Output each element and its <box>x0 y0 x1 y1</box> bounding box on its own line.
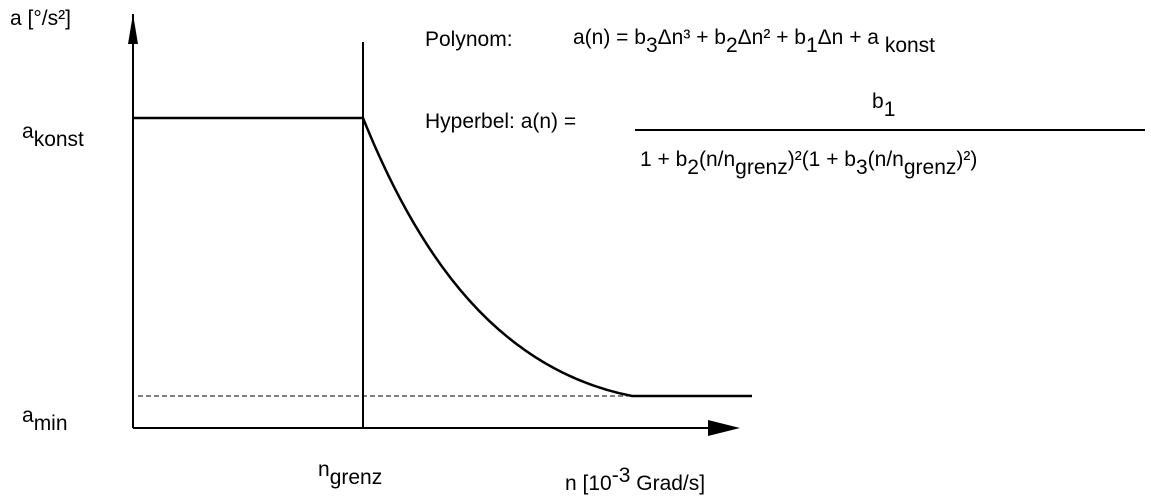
subscript: min <box>34 412 68 435</box>
text-part: Δn² + b <box>738 26 806 49</box>
text-part: n [10 <box>565 472 612 495</box>
text-part: (n/n <box>699 148 735 171</box>
subscript: konst <box>34 128 84 151</box>
y-tick-konst: akonst <box>22 120 84 151</box>
superscript: -3 <box>612 464 631 487</box>
text-part: a <box>22 404 34 427</box>
text-part: a <box>22 120 34 143</box>
subscript: konst <box>885 34 935 57</box>
subscript: 2 <box>687 156 699 179</box>
curve <box>361 117 752 398</box>
polynom-label: Polynom: <box>425 28 513 51</box>
text-part: )²) <box>956 148 977 171</box>
x-tick-grenz: ngrenz <box>318 458 382 489</box>
text-part: n <box>318 458 330 481</box>
text-part: )²(1 + b <box>788 148 856 171</box>
x-axis-label: n [10-3 Grad/s] <box>565 464 705 495</box>
subscript: 2 <box>726 34 738 57</box>
text-part: 1 + b <box>640 148 687 171</box>
subscript: grenz <box>904 156 957 179</box>
text-part: Grad/s] <box>630 472 705 495</box>
subscript: 1 <box>806 34 818 57</box>
y-axis-label: a [°/s²] <box>10 7 71 30</box>
subscript: grenz <box>735 156 788 179</box>
hyperbel-label: Hyperbel: a(n) = <box>425 110 576 133</box>
x-axis-arrow <box>708 420 740 436</box>
subscript: 3 <box>856 156 868 179</box>
subscript: grenz <box>330 466 383 489</box>
polynom-formula: a(n) = b3Δn³ + b2Δn² + b1Δn + a konst <box>573 26 935 57</box>
subscript: 3 <box>646 34 658 57</box>
text-part: a(n) = b <box>573 26 646 49</box>
y-tick-min: amin <box>22 404 68 435</box>
text-part: Δn + a <box>818 26 885 49</box>
subscript: 1 <box>884 98 896 121</box>
text-part: b <box>872 90 884 113</box>
text-part: (n/n <box>868 148 904 171</box>
hyperbel-denominator: 1 + b2(n/ngrenz)²(1 + b3(n/ngrenz)²) <box>640 148 977 179</box>
hyperbel-numerator: b1 <box>872 90 895 121</box>
text-part: Δn³ + b <box>658 26 726 49</box>
